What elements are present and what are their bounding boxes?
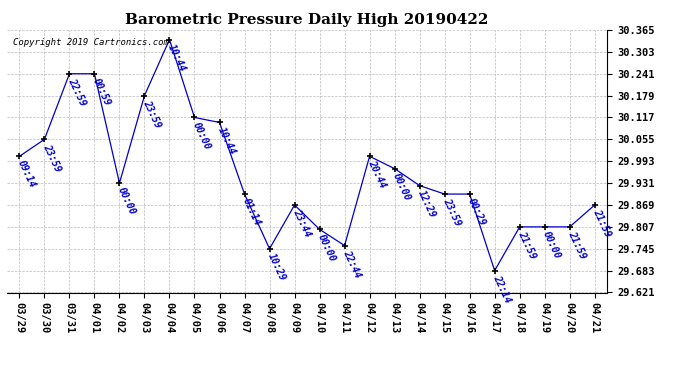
Title: Barometric Pressure Daily High 20190422: Barometric Pressure Daily High 20190422 (126, 13, 489, 27)
Text: 00:00: 00:00 (541, 230, 562, 261)
Text: 12:29: 12:29 (416, 188, 437, 219)
Text: 20:44: 20:44 (366, 159, 388, 190)
Text: 22:44: 22:44 (341, 248, 362, 279)
Text: 00:59: 00:59 (91, 76, 112, 107)
Text: 10:44: 10:44 (216, 125, 237, 156)
Text: 00:00: 00:00 (391, 171, 413, 202)
Text: 21:59: 21:59 (591, 208, 613, 238)
Text: 23:44: 23:44 (291, 208, 313, 238)
Text: 21:59: 21:59 (516, 230, 538, 261)
Text: 01:14: 01:14 (241, 197, 262, 228)
Text: 21:59: 21:59 (566, 230, 588, 261)
Text: 22:14: 22:14 (491, 273, 513, 304)
Text: 00:00: 00:00 (116, 186, 137, 217)
Text: 09:14: 09:14 (16, 159, 37, 190)
Text: 23:59: 23:59 (41, 142, 62, 173)
Text: 22:59: 22:59 (66, 76, 88, 107)
Text: Copyright 2019 Cartronics.com: Copyright 2019 Cartronics.com (13, 38, 169, 47)
Text: 00:00: 00:00 (316, 232, 337, 263)
Text: 23:59: 23:59 (141, 98, 162, 129)
Text: 00:00: 00:00 (191, 120, 213, 151)
Text: 10:44: 10:44 (166, 42, 188, 73)
Text: 00:29: 00:29 (466, 197, 488, 228)
Text: 23:59: 23:59 (441, 197, 462, 228)
Text: 10:29: 10:29 (266, 252, 288, 282)
